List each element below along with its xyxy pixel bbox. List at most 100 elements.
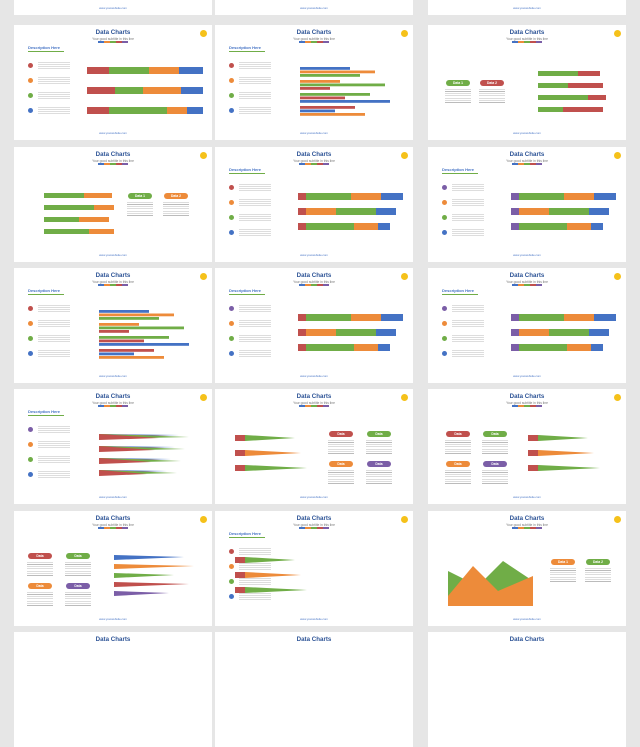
check-circle-icon (28, 457, 33, 462)
website-link[interactable]: www.yourwebsite.com (300, 6, 328, 10)
data-pill: Data (66, 583, 90, 589)
bar-segment (99, 317, 159, 320)
website-link[interactable]: www.yourwebsite.com (513, 617, 541, 621)
bullet-text (239, 548, 271, 555)
description-heading: Description Here (28, 45, 61, 50)
bar-segment (306, 329, 336, 336)
bullet-text (239, 62, 271, 69)
badge-icon (614, 394, 621, 401)
website-link[interactable]: www.yourwebsite.com (513, 131, 541, 135)
bar-segment (99, 310, 149, 313)
website-link[interactable]: www.yourwebsite.com (99, 495, 127, 499)
description-underline (229, 537, 265, 538)
slide-thumbnail[interactable]: Data Charts Your good subtitle in this li… (428, 147, 626, 262)
bullet-text (38, 441, 70, 448)
color-swatch (311, 41, 317, 43)
bar-segment (519, 193, 564, 200)
color-swatch (518, 284, 524, 286)
cone-bar (245, 557, 295, 563)
data-pill: Data (446, 461, 470, 467)
color-swatch (530, 405, 536, 407)
bar-segment (538, 83, 568, 88)
color-swatch (323, 163, 329, 165)
slide-thumbnail[interactable]: Data Charts Your good subtitle in this li… (215, 511, 413, 626)
check-circle-icon (229, 93, 234, 98)
website-link[interactable]: www.yourwebsite.com (300, 131, 328, 135)
website-link[interactable]: www.yourwebsite.com (513, 253, 541, 257)
website-link[interactable]: www.yourwebsite.com (300, 617, 328, 621)
color-strip (98, 41, 128, 43)
data-pill: Data (367, 461, 391, 467)
slide-thumbnail[interactable]: Data Charts Your good subtitle in this li… (215, 25, 413, 140)
bar-segment (115, 87, 143, 94)
color-swatch (311, 405, 317, 407)
cone-base (528, 435, 538, 441)
slide-thumbnail[interactable]: Data Charts Your good subtitle in this li… (14, 389, 212, 504)
website-link[interactable]: www.yourwebsite.com (513, 495, 541, 499)
website-link[interactable]: www.yourwebsite.com (300, 374, 328, 378)
bar-segment (378, 223, 390, 230)
slide-thumbnail-partial[interactable]: www.yourwebsite.com (428, 0, 626, 15)
bar-segment (149, 67, 179, 74)
website-link[interactable]: www.yourwebsite.com (99, 374, 127, 378)
website-link[interactable]: www.yourwebsite.com (99, 253, 127, 257)
color-swatch (536, 41, 542, 43)
badge-icon (200, 516, 207, 523)
slide-thumbnail[interactable]: Data Charts Your good subtitle in this li… (428, 268, 626, 383)
slide-title: Data Charts (95, 272, 131, 279)
badge-icon (614, 30, 621, 37)
bullet-text (38, 335, 70, 342)
bullet-text (239, 184, 271, 191)
data-pill: Data (483, 461, 507, 467)
slide-thumbnail[interactable]: Data Charts Your good subtitle in this li… (428, 511, 626, 626)
pill-text (328, 470, 354, 484)
color-swatch (110, 163, 116, 165)
pill-text (550, 568, 576, 582)
website-link[interactable]: www.yourwebsite.com (99, 131, 127, 135)
website-link[interactable]: www.yourwebsite.com (300, 253, 328, 257)
color-swatch (317, 405, 323, 407)
website-link[interactable]: www.yourwebsite.com (513, 6, 541, 10)
color-swatch (110, 284, 116, 286)
slide-title: Data Charts (296, 151, 332, 158)
bar-segment (99, 330, 129, 333)
bullet-text (239, 199, 271, 206)
slide-thumbnail-partial[interactable]: Data Charts (215, 632, 413, 747)
color-swatch (530, 527, 536, 529)
bar-segment (298, 314, 306, 321)
slide-thumbnail-partial[interactable]: www.yourwebsite.com (215, 0, 413, 15)
pill-text (445, 470, 471, 484)
website-link[interactable]: www.yourwebsite.com (300, 495, 328, 499)
slide-thumbnail[interactable]: Data Charts Your good subtitle in this li… (14, 25, 212, 140)
website-link[interactable]: www.yourwebsite.com (513, 374, 541, 378)
slide-title: Data Charts (296, 29, 332, 36)
slide-subtitle: Your good subtitle in this line (293, 37, 335, 41)
slide-thumbnail[interactable]: Data Charts Your good subtitle in this li… (428, 25, 626, 140)
slide-thumbnail[interactable]: Data Charts Your good subtitle in this li… (428, 389, 626, 504)
slide-thumbnail[interactable]: Data Charts Your good subtitle in this li… (14, 268, 212, 383)
bullet-text (239, 107, 271, 114)
slide-thumbnail[interactable]: Data Charts Your good subtitle in this li… (14, 511, 212, 626)
color-swatch (311, 284, 317, 286)
website-link[interactable]: www.yourwebsite.com (99, 6, 127, 10)
bullet-text (239, 77, 271, 84)
slide-thumbnail-partial[interactable]: Data Charts (428, 632, 626, 747)
color-swatch (104, 405, 110, 407)
slide-thumbnail[interactable]: Data Charts Your good subtitle in this li… (215, 268, 413, 383)
color-swatch (512, 405, 518, 407)
data-pill: Data (446, 431, 470, 437)
bar-segment (589, 329, 609, 336)
slide-thumbnail-partial[interactable]: Data Charts (14, 632, 212, 747)
fan-bar (114, 573, 174, 578)
bar-segment (300, 106, 355, 109)
bar-segment (99, 323, 139, 326)
pill-text (482, 440, 508, 454)
slide-thumbnail[interactable]: Data Charts Your good subtitle in this li… (14, 147, 212, 262)
color-strip (512, 41, 542, 43)
slide-thumbnail[interactable]: Data Charts Your good subtitle in this li… (215, 389, 413, 504)
website-link[interactable]: www.yourwebsite.com (99, 617, 127, 621)
cone-bar (245, 435, 295, 441)
slide-thumbnail[interactable]: Data Charts Your good subtitle in this li… (215, 147, 413, 262)
slide-title: Data Charts (509, 272, 545, 279)
slide-thumbnail-partial[interactable]: www.yourwebsite.com (14, 0, 212, 15)
